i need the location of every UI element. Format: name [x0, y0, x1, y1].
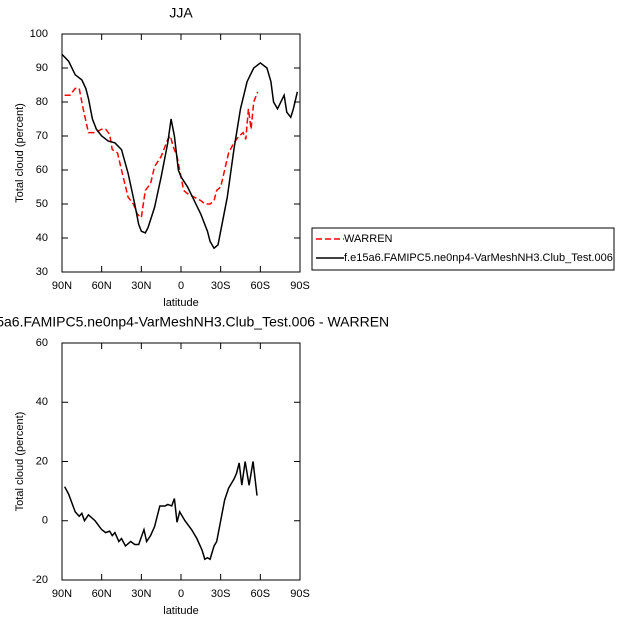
- y-tick-label: 90: [36, 62, 48, 74]
- x-tick-label: 60N: [92, 280, 112, 292]
- x-tick-label: 90S: [290, 588, 310, 600]
- x-tick-label: 90N: [52, 280, 72, 292]
- legend-label: f.e15a6.FAMIPC5.ne0np4-VarMeshNH3.Club_T…: [344, 252, 613, 264]
- x-tick-label: 0: [178, 280, 184, 292]
- data-line: [63, 461, 258, 561]
- x-tick-label: 90S: [290, 280, 310, 292]
- chart-title: JJA: [169, 5, 193, 21]
- data-line: [64, 87, 259, 220]
- y-tick-label: 0: [42, 515, 48, 527]
- x-tick-label: 60S: [251, 588, 271, 600]
- y-tick-label: 60: [36, 164, 48, 176]
- legend-box: [311, 227, 615, 271]
- y-tick-label: 40: [36, 396, 48, 408]
- legend-label: WARREN: [344, 233, 393, 245]
- y-tick-label: 70: [36, 130, 48, 142]
- x-tick-label: 90N: [52, 588, 72, 600]
- x-axis-label: latitude: [163, 605, 198, 617]
- x-tick-label: 30S: [211, 280, 231, 292]
- y-axis-label: Total cloud (percent): [14, 412, 26, 512]
- y-tick-label: 20: [36, 455, 48, 467]
- x-tick-label: 30N: [131, 280, 151, 292]
- y-tick-label: 30: [36, 266, 48, 278]
- y-tick-label: -20: [32, 574, 48, 586]
- y-axis-label: Total cloud (percent): [14, 103, 26, 203]
- y-tick-label: 100: [30, 28, 48, 40]
- y-tick-label: 80: [36, 96, 48, 108]
- x-axis-label: latitude: [163, 297, 198, 309]
- y-tick-label: 50: [36, 198, 48, 210]
- x-tick-label: 60N: [92, 588, 112, 600]
- x-tick-label: 0: [178, 588, 184, 600]
- data-line: [61, 53, 299, 250]
- plot-frame: [61, 33, 301, 273]
- x-tick-label: 30S: [211, 588, 231, 600]
- plot-frame: [61, 342, 301, 581]
- x-tick-label: 60S: [251, 280, 271, 292]
- y-tick-label: 60: [36, 337, 48, 349]
- y-tick-label: 40: [36, 232, 48, 244]
- x-tick-label: 30N: [131, 588, 151, 600]
- chart-title: f.e15a6.FAMIPC5.ne0np4-VarMeshNH3.Club_T…: [0, 314, 389, 330]
